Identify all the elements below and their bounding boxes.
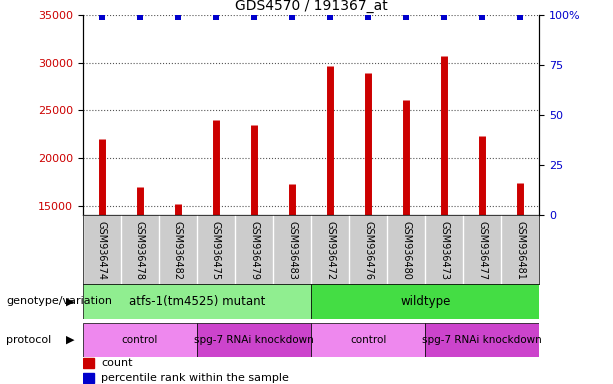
Text: GSM936479: GSM936479 [249, 220, 259, 280]
Text: GSM936483: GSM936483 [287, 220, 297, 280]
Text: control: control [350, 335, 386, 345]
Text: GSM936482: GSM936482 [173, 220, 183, 280]
Text: GSM936472: GSM936472 [325, 220, 335, 280]
Point [364, 14, 373, 20]
Text: GSM936480: GSM936480 [402, 220, 411, 280]
Text: GSM936473: GSM936473 [440, 220, 449, 280]
Point [478, 14, 487, 20]
Text: spg-7 RNAi knockdown: spg-7 RNAi knockdown [194, 335, 314, 345]
Point [516, 14, 525, 20]
Text: GSM936478: GSM936478 [135, 220, 145, 280]
Text: GSM936477: GSM936477 [478, 220, 487, 280]
Point [249, 14, 259, 20]
Text: GSM936476: GSM936476 [363, 220, 373, 280]
Text: GSM936474: GSM936474 [97, 220, 107, 280]
Point [402, 14, 411, 20]
Text: GSM936475: GSM936475 [211, 220, 221, 280]
Text: GSM936481: GSM936481 [516, 220, 525, 280]
Text: atfs-1(tm4525) mutant: atfs-1(tm4525) mutant [129, 295, 265, 308]
Bar [83, 284, 311, 319]
Text: spg-7 RNAi knockdown: spg-7 RNAi knockdown [422, 335, 543, 345]
Point [440, 14, 449, 20]
Text: ▶: ▶ [66, 335, 75, 345]
Title: GDS4570 / 191367_at: GDS4570 / 191367_at [235, 0, 387, 13]
Text: percentile rank within the sample: percentile rank within the sample [101, 373, 289, 383]
Point [326, 14, 335, 20]
Text: ▶: ▶ [66, 296, 75, 306]
Point [173, 14, 183, 20]
Text: genotype/variation: genotype/variation [6, 296, 112, 306]
Text: count: count [101, 358, 132, 368]
Text: wildtype: wildtype [400, 295, 451, 308]
Bar [197, 323, 311, 357]
Bar [425, 323, 539, 357]
Point [135, 14, 145, 20]
Point [211, 14, 221, 20]
Bar [83, 373, 94, 382]
Point [97, 14, 107, 20]
Text: control: control [121, 335, 158, 345]
Bar [83, 359, 94, 368]
Bar [311, 323, 425, 357]
Bar [83, 323, 197, 357]
Point [287, 14, 297, 20]
Text: protocol: protocol [6, 335, 51, 345]
Bar [311, 284, 539, 319]
